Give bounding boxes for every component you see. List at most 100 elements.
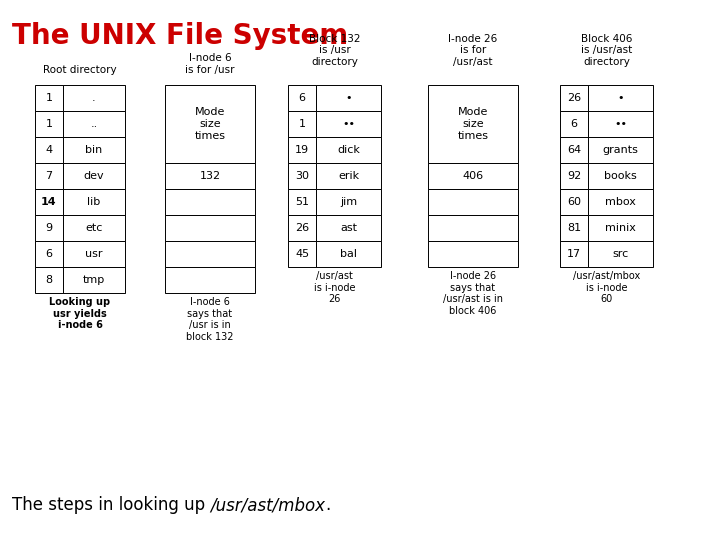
- Bar: [288, 111, 316, 137]
- Text: Looking up
usr yields
i-node 6: Looking up usr yields i-node 6: [50, 297, 111, 330]
- Bar: [63, 163, 125, 189]
- Text: 6: 6: [570, 119, 577, 129]
- Text: 9: 9: [45, 223, 53, 233]
- Bar: [63, 111, 125, 137]
- Bar: [63, 215, 125, 241]
- Bar: [316, 241, 381, 267]
- Text: grants: grants: [603, 145, 639, 155]
- Text: 26: 26: [567, 93, 581, 103]
- Text: jim: jim: [340, 197, 357, 207]
- Bar: [588, 137, 653, 163]
- Text: 1: 1: [299, 119, 305, 129]
- Bar: [35, 137, 63, 163]
- Bar: [165, 85, 255, 163]
- Text: 14: 14: [41, 197, 57, 207]
- Bar: [35, 267, 63, 293]
- Bar: [316, 163, 381, 189]
- Text: 30: 30: [295, 171, 309, 181]
- Bar: [288, 189, 316, 215]
- Text: dick: dick: [337, 145, 360, 155]
- Text: 6: 6: [299, 93, 305, 103]
- Bar: [560, 241, 588, 267]
- Text: The steps in looking up: The steps in looking up: [12, 496, 210, 514]
- Text: 7: 7: [45, 171, 53, 181]
- Text: •: •: [617, 93, 624, 103]
- Bar: [428, 85, 518, 163]
- Text: 6: 6: [45, 249, 53, 259]
- Bar: [588, 163, 653, 189]
- Text: etc: etc: [85, 223, 103, 233]
- Text: /usr/ast/mbox: /usr/ast/mbox: [210, 496, 325, 514]
- Text: .: .: [325, 496, 330, 514]
- Bar: [288, 85, 316, 111]
- Bar: [316, 189, 381, 215]
- Bar: [316, 85, 381, 111]
- Bar: [588, 111, 653, 137]
- Text: I-node 6
is for /usr: I-node 6 is for /usr: [185, 53, 235, 75]
- Bar: [63, 137, 125, 163]
- Bar: [428, 215, 518, 241]
- Bar: [428, 241, 518, 267]
- Bar: [35, 85, 63, 111]
- Text: Block 132
is /usr
directory: Block 132 is /usr directory: [309, 34, 360, 67]
- Text: bal: bal: [340, 249, 357, 259]
- Bar: [35, 241, 63, 267]
- Bar: [63, 85, 125, 111]
- Bar: [316, 111, 381, 137]
- Bar: [165, 267, 255, 293]
- Text: Mode
size
times: Mode size times: [194, 107, 225, 140]
- Bar: [588, 189, 653, 215]
- Text: usr: usr: [85, 249, 103, 259]
- Bar: [428, 189, 518, 215]
- Bar: [165, 189, 255, 215]
- Text: lib: lib: [87, 197, 101, 207]
- Bar: [588, 215, 653, 241]
- Text: I-node 26
says that
/usr/ast is in
block 406: I-node 26 says that /usr/ast is in block…: [443, 271, 503, 316]
- Text: 17: 17: [567, 249, 581, 259]
- Text: /usr/ast
is i-node
26: /usr/ast is i-node 26: [314, 271, 355, 304]
- Bar: [428, 163, 518, 189]
- Bar: [165, 215, 255, 241]
- Text: 92: 92: [567, 171, 581, 181]
- Bar: [588, 241, 653, 267]
- Bar: [63, 189, 125, 215]
- Bar: [165, 241, 255, 267]
- Text: /usr/ast/mbox
is i-node
60: /usr/ast/mbox is i-node 60: [573, 271, 640, 304]
- Text: books: books: [604, 171, 637, 181]
- Text: 26: 26: [295, 223, 309, 233]
- Text: bin: bin: [86, 145, 103, 155]
- Text: Root directory: Root directory: [43, 65, 117, 75]
- Text: The UNIX File System: The UNIX File System: [12, 22, 348, 50]
- Bar: [35, 111, 63, 137]
- Bar: [165, 163, 255, 189]
- Text: 45: 45: [295, 249, 309, 259]
- Bar: [63, 241, 125, 267]
- Text: .: .: [92, 93, 96, 103]
- Bar: [35, 163, 63, 189]
- Bar: [63, 267, 125, 293]
- Text: I-node 6
says that
/usr is in
block 132: I-node 6 says that /usr is in block 132: [186, 297, 234, 342]
- Text: I-node 26
is for
/usr/ast: I-node 26 is for /usr/ast: [449, 34, 498, 67]
- Bar: [288, 215, 316, 241]
- Text: ast: ast: [340, 223, 357, 233]
- Text: Block 406
is /usr/ast
directory: Block 406 is /usr/ast directory: [581, 34, 632, 67]
- Bar: [560, 189, 588, 215]
- Text: 1: 1: [45, 119, 53, 129]
- Text: src: src: [613, 249, 629, 259]
- Text: 60: 60: [567, 197, 581, 207]
- Bar: [560, 215, 588, 241]
- Text: 406: 406: [462, 171, 484, 181]
- Bar: [35, 189, 63, 215]
- Bar: [560, 111, 588, 137]
- Text: 8: 8: [45, 275, 53, 285]
- Text: 132: 132: [199, 171, 220, 181]
- Text: mbox: mbox: [605, 197, 636, 207]
- Bar: [288, 163, 316, 189]
- Text: erik: erik: [338, 171, 359, 181]
- Bar: [560, 163, 588, 189]
- Text: 4: 4: [45, 145, 53, 155]
- Bar: [560, 85, 588, 111]
- Text: dev: dev: [84, 171, 104, 181]
- Bar: [560, 137, 588, 163]
- Text: 1: 1: [45, 93, 53, 103]
